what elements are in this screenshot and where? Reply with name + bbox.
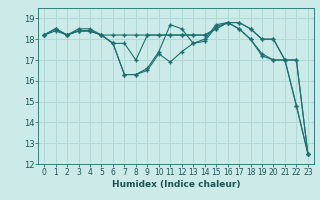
X-axis label: Humidex (Indice chaleur): Humidex (Indice chaleur) [112,180,240,189]
